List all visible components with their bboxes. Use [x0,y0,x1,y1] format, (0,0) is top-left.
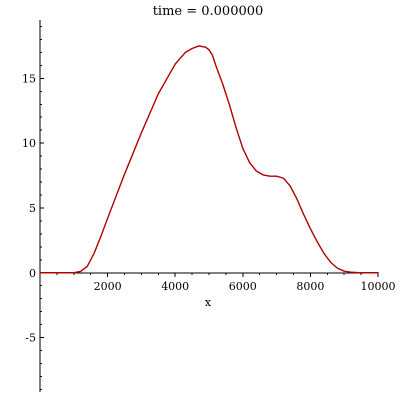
x-axis: 2000 4000 6000 8000 10000 [40,272,396,293]
x-tick-label: 4000 [161,280,189,293]
y-tick-label: 5 [29,202,36,215]
chart-title: time = 0.000000 [153,4,264,19]
y-tick-label: 15 [22,72,36,85]
series-line-group [39,45,379,274]
x-tick-label: 10000 [361,280,396,293]
y-tick-label: -5 [25,332,36,345]
x-axis-label: x [205,296,212,309]
y-axis: -5 0 5 10 15 [22,20,44,392]
x-tick-label: 8000 [296,280,324,293]
x-tick-label: 2000 [94,280,122,293]
y-tick-label: 10 [22,137,36,150]
x-tick-label: 6000 [229,280,257,293]
series-line [39,45,379,274]
y-tick-label: 0 [29,267,36,280]
